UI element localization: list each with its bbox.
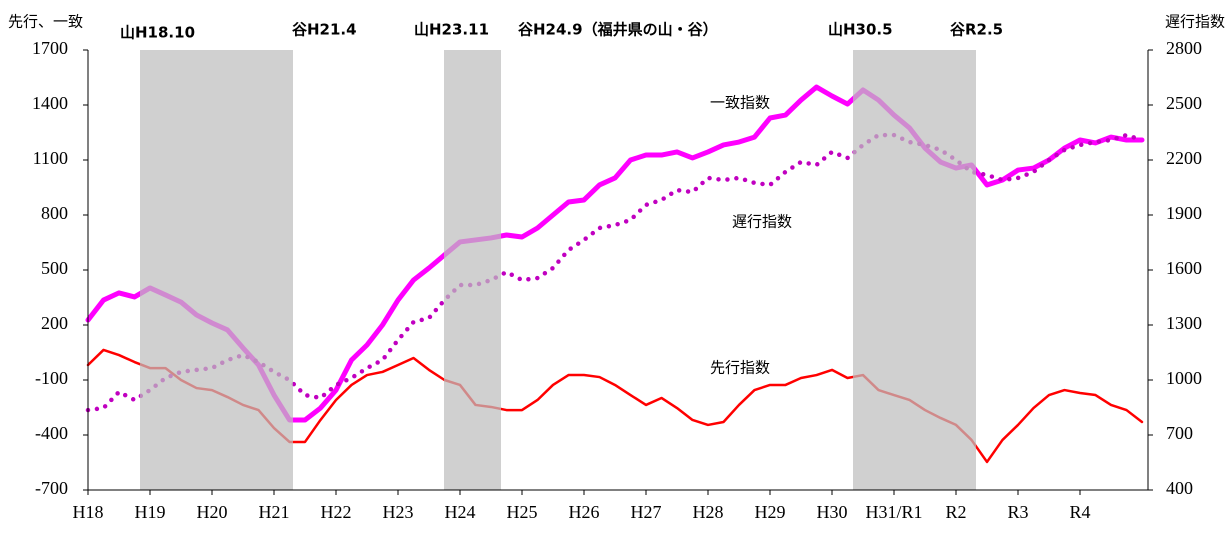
y2-tick-label: 400	[1166, 478, 1193, 498]
annotation: 山H30.5	[828, 21, 893, 39]
x-tick-label: H22	[321, 502, 352, 522]
y-axis-title: 先行、一致	[8, 13, 83, 31]
x-tick-label: H31/R1	[865, 502, 922, 522]
y2-tick-label: 2200	[1166, 148, 1202, 168]
shade	[853, 50, 976, 490]
y2-tick-label: 1900	[1166, 203, 1202, 223]
y-tick-label: -400	[35, 423, 68, 443]
annotation: 谷H21.4	[292, 21, 357, 39]
x-tick-label: R4	[1069, 502, 1090, 522]
y2-tick-label: 1600	[1166, 258, 1202, 278]
y2-tick-label: 1000	[1166, 368, 1202, 388]
x-tick-label: H21	[259, 502, 290, 522]
annotation: 山H18.10	[120, 24, 195, 42]
shade	[444, 50, 501, 490]
y-tick-label: -100	[35, 368, 68, 388]
x-tick-label: H24	[445, 502, 476, 522]
x-tick-label: R2	[945, 502, 966, 522]
y2-tick-label: 700	[1166, 423, 1193, 443]
x-tick-label: H26	[569, 502, 600, 522]
x-tick-label: H18	[73, 502, 104, 522]
y-tick-label: 1100	[33, 148, 68, 168]
x-tick-label: R3	[1007, 502, 1028, 522]
x-tick-label: H27	[631, 502, 662, 522]
x-tick-label: H25	[507, 502, 538, 522]
y2-tick-label: 1300	[1166, 313, 1202, 333]
y-tick-label: 1400	[32, 93, 68, 113]
y-tick-label: 1700	[32, 38, 68, 58]
series-label: 一致指数	[710, 94, 770, 112]
annotation: 山H23.11	[414, 21, 489, 39]
annotation: 谷R2.5	[950, 21, 1003, 39]
y2-axis-title: 遅行指数	[1165, 13, 1225, 31]
y-tick-label: 200	[41, 313, 68, 333]
series-label: 先行指数	[710, 359, 770, 377]
series-label: 遅行指数	[732, 213, 792, 231]
shade	[140, 50, 293, 490]
y-tick-label: -700	[35, 478, 68, 498]
x-tick-label: H23	[383, 502, 414, 522]
x-tick-label: H28	[693, 502, 724, 522]
y2-tick-label: 2800	[1166, 38, 1202, 58]
x-tick-label: H19	[135, 502, 166, 522]
x-tick-label: H30	[817, 502, 848, 522]
y2-tick-label: 2500	[1166, 93, 1202, 113]
y-tick-label: 500	[41, 258, 68, 278]
x-tick-label: H20	[197, 502, 228, 522]
annotation: 谷H24.9（福井県の山・谷）	[518, 21, 718, 39]
x-tick-label: H29	[755, 502, 786, 522]
y-tick-label: 800	[41, 203, 68, 223]
